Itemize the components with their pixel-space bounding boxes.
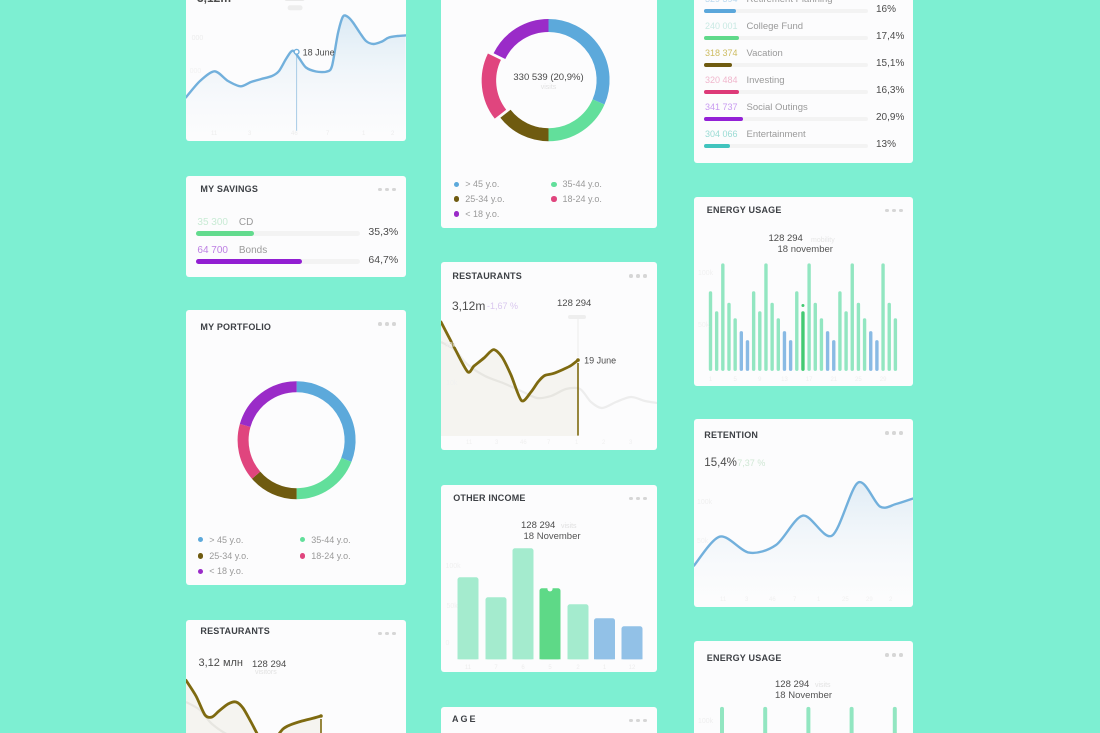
svg-text:1: 1 <box>602 665 606 671</box>
svg-text:2: 2 <box>391 131 395 137</box>
svg-text:19 June: 19 June <box>584 356 616 366</box>
svg-text:25: 25 <box>842 597 849 603</box>
svg-text:5: 5 <box>548 665 552 671</box>
svg-text:46: 46 <box>520 440 527 446</box>
svg-text:100k: 100k <box>445 563 461 570</box>
svg-text:25: 25 <box>855 377 862 383</box>
svg-text:3: 3 <box>495 440 499 446</box>
svg-text:13: 13 <box>781 377 788 383</box>
svg-text:9: 9 <box>758 377 762 383</box>
svg-text:29: 29 <box>880 377 887 383</box>
svg-text:50k: 50k <box>698 322 710 329</box>
svg-text:21: 21 <box>830 377 837 383</box>
svg-text:2: 2 <box>602 440 606 446</box>
svg-text:7: 7 <box>547 440 551 446</box>
svg-text:1: 1 <box>817 597 821 603</box>
svg-text:6: 6 <box>521 665 525 671</box>
svg-text:1: 1 <box>362 131 366 137</box>
svg-text:50k: 50k <box>446 603 458 610</box>
svg-text:11: 11 <box>720 597 727 603</box>
svg-text:000: 000 <box>190 68 202 75</box>
svg-text:3: 3 <box>629 440 633 446</box>
svg-text:12: 12 <box>628 665 635 671</box>
svg-text:10k: 10k <box>446 380 458 387</box>
svg-text:2: 2 <box>576 665 580 671</box>
svg-text:46: 46 <box>291 131 298 137</box>
svg-text:5: 5 <box>734 377 738 383</box>
svg-text:11: 11 <box>211 131 218 137</box>
svg-text:29: 29 <box>866 597 873 603</box>
svg-text:1: 1 <box>575 440 579 446</box>
svg-text:7: 7 <box>793 597 797 603</box>
svg-text:46: 46 <box>769 597 776 603</box>
svg-text:100k: 100k <box>697 499 713 506</box>
svg-text:0: 0 <box>445 640 449 647</box>
svg-text:3: 3 <box>248 131 252 137</box>
svg-text:11: 11 <box>464 665 471 671</box>
svg-text:3: 3 <box>745 597 749 603</box>
svg-text:1: 1 <box>709 377 713 383</box>
svg-text:17: 17 <box>806 377 813 383</box>
svg-text:11: 11 <box>466 440 473 446</box>
svg-text:100k: 100k <box>698 718 714 725</box>
svg-text:2: 2 <box>889 597 893 603</box>
svg-text:18 June: 18 June <box>303 47 335 57</box>
svg-text:7: 7 <box>326 131 330 137</box>
svg-text:30k: 30k <box>444 342 456 349</box>
svg-text:100k: 100k <box>698 270 714 277</box>
svg-text:7: 7 <box>494 665 498 671</box>
svg-text:000: 000 <box>192 35 204 42</box>
svg-text:50k: 50k <box>697 538 709 545</box>
